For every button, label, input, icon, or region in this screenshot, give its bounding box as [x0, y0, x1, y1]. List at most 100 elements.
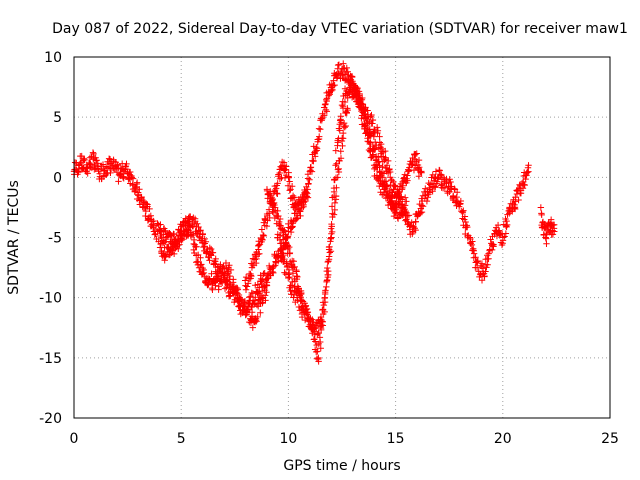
data-point-track-e	[284, 262, 291, 270]
data-point-track-c	[258, 236, 266, 243]
data-point-track-c	[391, 182, 399, 189]
data-point-track-c	[501, 233, 508, 240]
data-point-track-d	[291, 263, 298, 271]
data-point-track-d	[268, 194, 275, 201]
data-point-track-e	[345, 89, 352, 96]
data-point-track-a	[132, 183, 139, 190]
data-point-track-d	[337, 155, 345, 162]
data-point-track-b	[214, 270, 221, 277]
data-point-track-c	[286, 178, 293, 185]
data-point-track-a	[222, 259, 230, 267]
data-point-track-b	[194, 220, 201, 227]
data-points	[70, 60, 558, 365]
data-point-track-c	[248, 272, 255, 280]
data-point-track-c	[474, 257, 482, 265]
data-point-track-a	[257, 309, 264, 316]
data-point-track-d	[281, 227, 288, 234]
data-point-track-e	[365, 146, 373, 154]
data-point-track-a	[125, 176, 132, 183]
data-point-track-b	[200, 243, 207, 251]
data-point-track-c	[384, 157, 392, 165]
data-point-track-b	[217, 261, 224, 268]
data-point-track-a	[146, 205, 153, 213]
data-point-track-c	[374, 129, 381, 137]
data-point-track-c	[313, 145, 321, 152]
data-point-track-e	[352, 90, 359, 97]
data-point-track-a	[85, 159, 93, 167]
data-point-track-a	[191, 249, 198, 257]
data-point-track-e	[341, 98, 349, 106]
data-point-track-a	[200, 266, 207, 274]
data-point-track-e	[356, 96, 364, 103]
data-point-track-c	[244, 280, 252, 287]
data-point-track-a	[225, 269, 232, 277]
data-point-track-a	[136, 186, 143, 193]
data-point-track-a	[89, 149, 97, 156]
data-point-track-a	[90, 150, 97, 158]
data-point-track-c	[326, 91, 333, 98]
data-point-track-a	[261, 292, 269, 299]
data-point-track-e	[321, 290, 329, 298]
data-point-track-c	[259, 231, 267, 239]
data-point-track-b	[218, 264, 226, 272]
data-point-track-a	[204, 281, 212, 289]
x-tick-label: 20	[494, 431, 512, 447]
data-point-track-a	[123, 160, 130, 168]
data-point-track-d	[314, 348, 321, 355]
data-point-track-c	[499, 237, 507, 244]
data-point-track-a	[251, 318, 259, 326]
data-point-track-c	[460, 207, 467, 214]
y-tick-label: -15	[39, 351, 62, 367]
data-point-track-c	[441, 184, 449, 191]
data-point-track-e	[338, 101, 346, 109]
data-point-track-c	[493, 232, 501, 240]
data-point-track-e	[285, 274, 292, 282]
data-point-track-b	[175, 235, 182, 243]
data-point-track-c	[289, 192, 297, 200]
data-point-track-e	[330, 188, 338, 196]
data-point-track-d	[404, 172, 411, 179]
data-point-track-c	[462, 218, 469, 226]
data-point-track-b	[195, 223, 202, 231]
data-point-track-d	[331, 206, 338, 214]
data-point-track-a	[80, 155, 88, 163]
data-point-track-c	[343, 64, 350, 72]
data-point-track-b	[219, 269, 226, 276]
data-point-track-b	[236, 294, 243, 301]
data-point-track-b	[230, 283, 238, 290]
data-point-track-b	[240, 303, 247, 311]
data-point-track-c	[320, 112, 328, 119]
data-point-track-b	[169, 247, 176, 254]
data-point-track-e	[318, 321, 325, 329]
data-point-track-d	[417, 168, 424, 176]
data-point-track-c	[254, 251, 262, 258]
data-point-track-c	[339, 71, 346, 79]
data-point-track-e	[280, 251, 287, 259]
data-point-track-c	[408, 219, 415, 226]
data-point-track-c	[386, 165, 393, 173]
data-point-track-c	[523, 172, 530, 179]
data-point-track-b	[162, 235, 170, 243]
data-point-track-d	[403, 179, 410, 187]
data-point-track-d	[276, 215, 284, 223]
data-point-track-c	[395, 189, 402, 196]
data-point-track-c	[322, 106, 330, 114]
data-point-track-d	[294, 273, 301, 281]
data-point-track-c	[461, 213, 469, 220]
data-point-track-a	[106, 156, 114, 163]
data-point-track-c	[369, 116, 376, 124]
data-point-track-e	[365, 131, 373, 139]
data-point-track-a	[129, 175, 137, 182]
data-point-track-e	[321, 294, 328, 302]
data-point-track-c	[274, 190, 281, 198]
data-point-track-b	[255, 290, 263, 297]
data-point-track-a	[254, 313, 261, 321]
data-point-track-f	[547, 216, 555, 223]
data-point-track-a	[87, 163, 94, 170]
data-point-track-a	[74, 167, 81, 175]
data-point-track-e	[377, 177, 385, 185]
data-point-track-e	[336, 127, 343, 134]
data-point-track-a	[226, 272, 234, 280]
data-point-track-e	[329, 213, 336, 221]
data-point-track-e	[354, 84, 361, 92]
